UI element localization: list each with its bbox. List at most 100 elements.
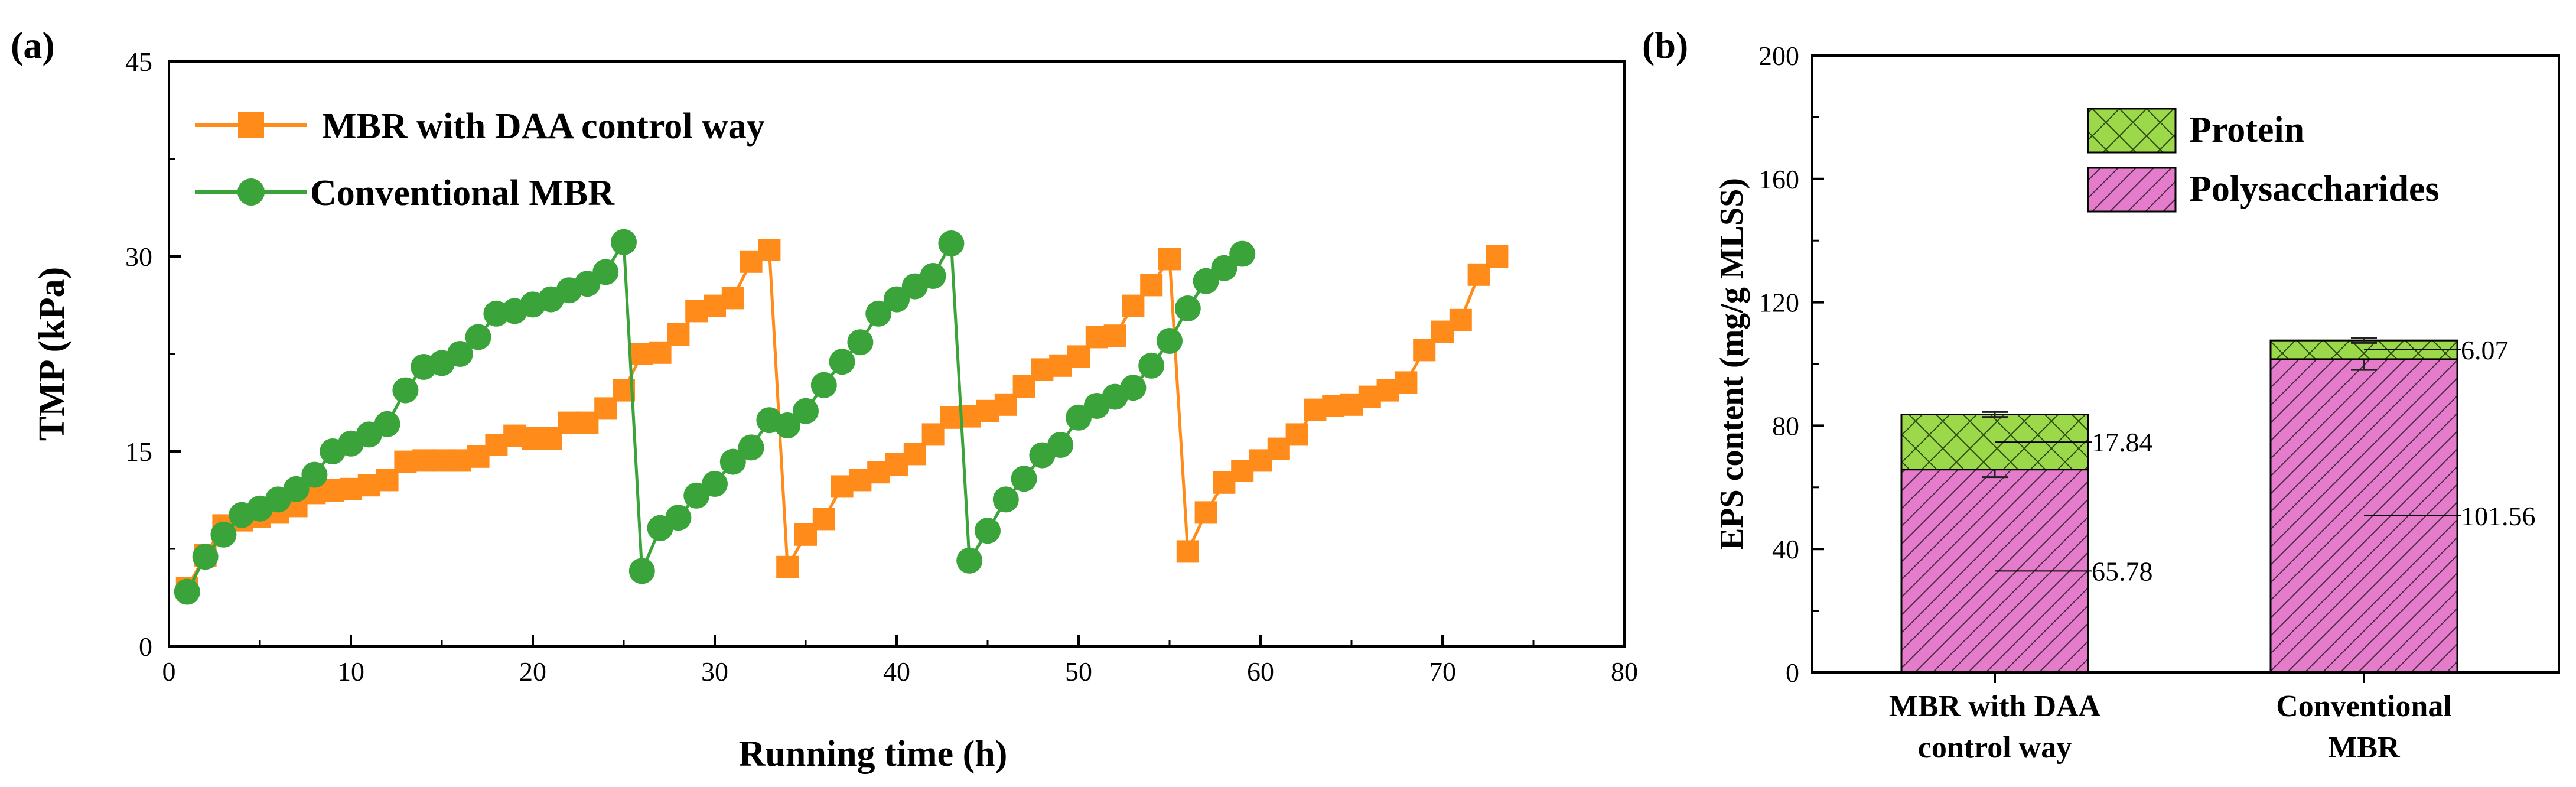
data-point-daa — [776, 555, 799, 578]
legend-label-polysaccharides: Polysaccharides — [2189, 169, 2440, 209]
legend-label-daa: MBR with DAA control way — [322, 106, 765, 147]
a-x-tick-label: 40 — [883, 656, 910, 687]
data-point-conventional — [628, 558, 655, 584]
legend-marker-square — [238, 112, 264, 138]
data-point-daa — [721, 287, 744, 310]
b-legend: Protein Polysaccharides — [2087, 108, 2440, 213]
data-point-conventional — [810, 372, 837, 398]
b-category-label-2-line2: MBR — [2328, 731, 2401, 765]
data-point-conventional — [1011, 466, 1037, 492]
data-point-conventional — [738, 434, 764, 461]
a-x-tick-label: 50 — [1065, 656, 1092, 687]
a-x-tick-label: 10 — [337, 656, 364, 687]
a-axis-ticks — [168, 60, 1626, 648]
a-tick-labels: 0 10 20 30 40 50 60 70 80 0 15 30 45 — [125, 47, 1638, 687]
b-y-axis-title: EPS content (mg/g MLSS) — [1714, 178, 1750, 550]
a-y-tick-label: 30 — [125, 242, 152, 272]
data-point-conventional — [301, 461, 328, 488]
a-x-tick-label: 30 — [701, 656, 728, 687]
legend-marker-circle — [237, 178, 265, 206]
data-label-bar-polysaccharides: 101.56 — [2461, 501, 2536, 531]
data-point-conventional — [665, 505, 692, 531]
data-point-daa — [1449, 308, 1472, 331]
data-point-daa — [1285, 423, 1308, 446]
data-point-daa — [1158, 248, 1181, 271]
b-tick-labels: 0 40 80 120 160 200 — [1758, 41, 1799, 688]
data-point-daa — [1176, 540, 1199, 563]
data-point-conventional — [465, 324, 491, 350]
data-point-conventional — [719, 448, 746, 475]
a-x-tick-label: 70 — [1429, 656, 1456, 687]
data-point-conventional — [392, 377, 419, 404]
data-point-daa — [1122, 294, 1145, 317]
b-plot-frame — [1811, 54, 2560, 674]
b-bars-group: 65.78 17.84 101.56 6.07 — [1900, 335, 2536, 674]
a-series-group — [174, 229, 1509, 605]
a-y-axis-title: TMP (kPa) — [32, 267, 72, 441]
a-x-tick-label: 20 — [519, 656, 546, 687]
a-y-tick-label: 45 — [125, 47, 152, 77]
a-legend: MBR with DAA control way Conventional MB… — [195, 106, 765, 213]
data-point-conventional — [1047, 432, 1074, 458]
data-point-conventional — [992, 486, 1019, 513]
data-point-conventional — [829, 349, 855, 375]
bar-chart-panel: 65.78 17.84 101.56 6.07 0 40 80 120 160 200 EPS … — [1714, 41, 2560, 765]
data-point-conventional — [865, 300, 892, 327]
data-point-conventional — [210, 521, 237, 548]
b-category-label-2-line1: Conventional — [2276, 690, 2452, 723]
b-y-tick-label: 160 — [1758, 164, 1799, 194]
data-point-daa — [812, 508, 835, 531]
legend-label-conventional: Conventional MBR — [310, 173, 615, 213]
data-point-conventional — [1193, 268, 1219, 294]
a-x-tick-label: 80 — [1611, 656, 1638, 687]
data-point-daa — [1395, 371, 1418, 394]
data-point-conventional — [938, 230, 965, 256]
data-point-conventional — [702, 471, 728, 497]
data-label-bar-protein: 17.84 — [2092, 427, 2153, 457]
data-label-bar-polysaccharides: 65.78 — [2092, 556, 2153, 586]
data-point-daa — [1140, 274, 1163, 297]
data-point-conventional — [920, 263, 946, 289]
data-point-conventional — [283, 476, 310, 502]
a-y-tick-label: 15 — [125, 437, 152, 467]
data-point-daa — [667, 323, 690, 346]
data-point-conventional — [1174, 295, 1201, 321]
data-point-conventional — [774, 412, 801, 438]
data-point-daa — [903, 443, 926, 466]
data-point-daa — [1194, 501, 1217, 524]
data-point-conventional — [374, 411, 400, 437]
data-label-bar-protein: 6.07 — [2461, 335, 2509, 365]
data-point-conventional — [592, 259, 619, 285]
data-point-conventional — [1120, 375, 1147, 401]
b-y-tick-label: 0 — [1786, 658, 1799, 688]
data-point-daa — [1486, 245, 1509, 268]
a-x-tick-label: 60 — [1247, 656, 1274, 687]
data-point-conventional — [1157, 328, 1183, 354]
b-category-label-1-line2: control way — [1918, 731, 2072, 765]
data-point-conventional — [1211, 255, 1237, 281]
legend-swatch-protein — [2087, 108, 2177, 154]
a-x-axis-title: Running time (h) — [739, 734, 1008, 774]
b-y-tick-label: 120 — [1758, 288, 1799, 318]
data-point-conventional — [611, 229, 637, 255]
panel-a-label: (a) — [11, 24, 55, 66]
data-point-daa — [1103, 324, 1126, 347]
b-y-tick-label: 40 — [1772, 534, 1799, 564]
data-point-conventional — [793, 398, 819, 424]
line-chart-panel: 0 10 20 30 40 50 60 70 80 0 15 30 45 Running time (h… — [32, 47, 1638, 774]
data-point-conventional — [1138, 352, 1165, 379]
a-plot-frame — [168, 60, 1626, 648]
data-point-conventional — [847, 329, 874, 356]
data-point-conventional — [884, 286, 910, 313]
legend-swatch-polysaccharides — [2087, 167, 2177, 213]
data-point-conventional — [1229, 240, 1256, 267]
data-point-daa — [758, 239, 781, 261]
b-y-tick-label: 200 — [1758, 41, 1799, 71]
b-y-tick-label: 80 — [1772, 411, 1799, 441]
panel-b-label: (b) — [1642, 24, 1688, 66]
data-point-conventional — [192, 544, 219, 570]
data-point-conventional — [174, 578, 200, 605]
data-point-conventional — [975, 518, 1001, 544]
data-point-daa — [1067, 345, 1090, 368]
